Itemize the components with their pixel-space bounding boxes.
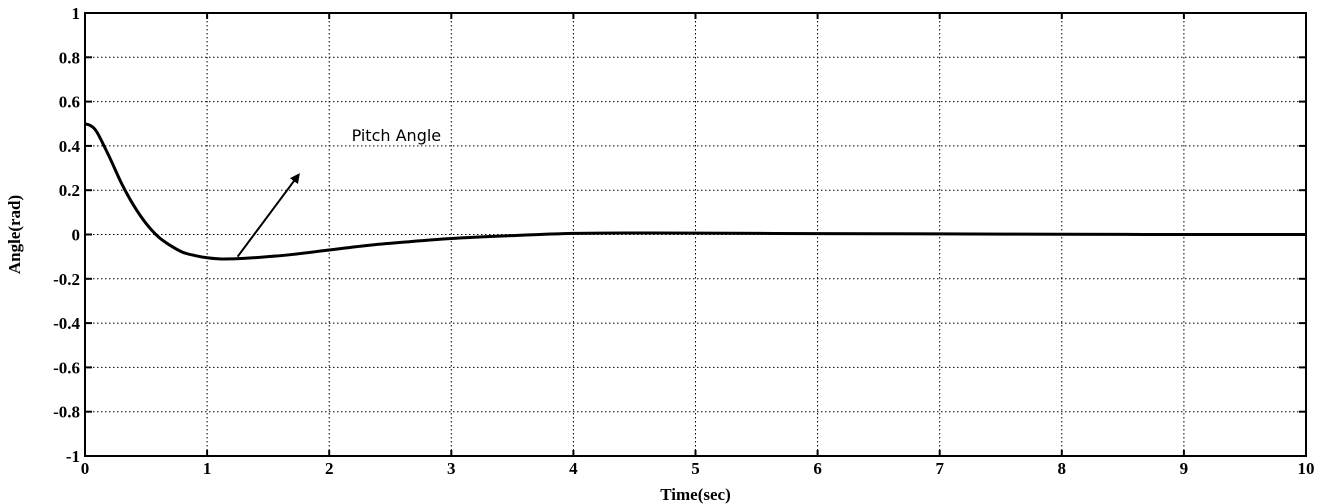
y-tick-labels: -1 -0.8 -0.6 -0.4 -0.2 0 0.2 0.4 0.6 0.8 1 <box>53 4 80 466</box>
x-tick-label: 7 <box>935 459 944 478</box>
x-tick-label: 0 <box>81 459 90 478</box>
y-tick-label: 1 <box>72 4 81 23</box>
y-tick-label: 0.8 <box>59 48 80 67</box>
y-tick-label: 0.2 <box>59 181 80 200</box>
x-axis-label: Time(sec) <box>660 485 731 504</box>
annotation-layer: Pitch Angle <box>236 126 442 258</box>
annotation-arrow <box>236 173 300 258</box>
y-tick-label: 0.6 <box>59 93 80 112</box>
x-tick-label: 2 <box>325 459 334 478</box>
series-layer <box>84 122 1307 261</box>
y-tick-label: -0.2 <box>53 270 80 289</box>
y-tick-label: -0.6 <box>53 358 80 377</box>
x-tick-label: 6 <box>813 459 822 478</box>
x-tick-label: 3 <box>447 459 456 478</box>
y-tick-label: -0.4 <box>53 314 80 333</box>
y-axis-label: Angle(rad) <box>5 195 24 274</box>
x-tick-label: 9 <box>1180 459 1189 478</box>
x-tick-label: 8 <box>1058 459 1067 478</box>
x-tick-label: 5 <box>691 459 700 478</box>
y-tick-label: 0 <box>72 226 81 245</box>
x-tick-label: 1 <box>203 459 212 478</box>
annotation-label: Pitch Angle <box>352 126 442 145</box>
y-tick-label: -1 <box>66 447 80 466</box>
x-tick-label: 10 <box>1298 459 1315 478</box>
x-tick-label: 4 <box>569 459 578 478</box>
y-tick-label: -0.8 <box>53 403 80 422</box>
pitch-angle-line <box>84 122 1307 261</box>
x-tick-labels: 0 1 2 3 4 5 6 7 8 9 10 <box>81 459 1315 478</box>
y-tick-label: 0.4 <box>59 137 81 156</box>
